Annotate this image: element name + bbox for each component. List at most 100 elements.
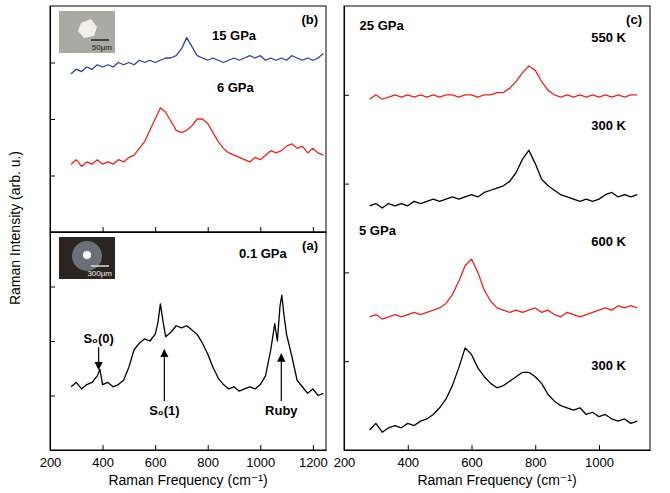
x-axis-line: [51, 450, 327, 451]
series-label: 550 K: [591, 30, 626, 45]
y-tick-mark: [50, 341, 55, 342]
annotation-arrow: [164, 350, 165, 401]
annotation: Ruby: [265, 403, 298, 418]
x-tick-mark: [260, 445, 261, 450]
x-tick-label: 1200: [299, 455, 328, 470]
x-axis: 200 400 600 800 1000 1200: [40, 445, 328, 470]
x-tick: 400: [92, 445, 114, 470]
series-label: 300 K: [591, 358, 626, 373]
x-tick: [103, 227, 104, 232]
x-tick-label: 800: [197, 455, 219, 470]
annotation: S₀(1): [149, 403, 179, 418]
annotation: 5 GPa: [359, 223, 397, 238]
y-tick-mark: [50, 119, 55, 120]
x-tick: [313, 227, 314, 232]
y-tick-mark: [344, 272, 349, 273]
y-tick: [50, 287, 55, 288]
y-tick: [50, 396, 55, 397]
x-tick: [208, 227, 209, 232]
panel: 200 400 600 800 1000 1200 300µm 0.1 GPa S₀(0) S₀(…: [7, 151, 328, 488]
y-tick: [50, 63, 55, 64]
spectrum: [370, 150, 638, 208]
y-tick-mark: [344, 361, 349, 362]
y-tick: [344, 361, 349, 362]
x-tick-label: 1000: [246, 455, 275, 470]
annotation-arrow: [281, 354, 282, 401]
x-axis-line: [345, 450, 651, 451]
x-tick-mark: [313, 227, 314, 232]
inset-photo: [59, 237, 115, 279]
y-axis: [50, 233, 55, 451]
plot-frame: [344, 6, 650, 450]
y-tick: [50, 341, 55, 342]
inset-sample: [78, 19, 97, 38]
x-tick-label: 200: [334, 455, 356, 470]
spectrum: [71, 108, 323, 167]
spectrum: [71, 38, 323, 74]
spectrum: [370, 348, 638, 432]
x-tick: 800: [525, 445, 547, 470]
y-tick: [50, 119, 55, 120]
x-tick: 800: [197, 445, 219, 470]
series-group: [71, 295, 323, 395]
figure: 200 400 600 800 1000 1200 300µm 0.1 GPa S₀(0) S₀(…: [0, 0, 670, 493]
x-tick-mark: [103, 445, 104, 450]
plot-frame: [50, 232, 326, 450]
x-tick-mark: [208, 227, 209, 232]
series-label: 0.1 GPa: [239, 246, 287, 261]
x-axis: 200 400 600 800 1000: [334, 445, 651, 470]
y-tick: [344, 95, 349, 96]
scale-bar: [91, 39, 109, 41]
x-tick: 1000: [585, 445, 614, 470]
x-tick-label: 600: [461, 455, 483, 470]
x-tick: 400: [397, 445, 419, 470]
y-tick: [50, 176, 55, 177]
inset-sample: [83, 251, 91, 259]
y-tick-mark: [50, 176, 55, 177]
series-label: 600 K: [591, 234, 626, 249]
inset: 50µm: [59, 11, 115, 53]
x-tick-mark: [599, 445, 600, 450]
x-tick-mark: [155, 445, 156, 450]
series-label: 300 K: [591, 118, 626, 133]
series-label: 15 GPa: [212, 28, 257, 43]
y-axis-title: Raman Intensity (arb. u.): [7, 151, 23, 305]
x-tick-mark: [103, 227, 104, 232]
spectrum: [370, 259, 638, 319]
x-tick-label: 600: [145, 455, 167, 470]
x-tick: [260, 227, 261, 232]
x-tick-mark: [472, 445, 473, 450]
x-axis: [51, 227, 327, 233]
y-tick-mark: [344, 184, 349, 185]
spectrum: [71, 295, 323, 395]
panel: 2004006008001000300 K600 K300 K550 K25 G…: [334, 6, 651, 488]
inset: 300µm: [59, 237, 115, 279]
panel-letter: (b): [301, 12, 318, 27]
x-tick-label: 400: [92, 455, 114, 470]
panel-letter: (a): [302, 238, 318, 253]
annotation-arrow: [98, 347, 99, 369]
x-tick-label: 800: [525, 455, 547, 470]
x-tick-mark: [155, 227, 156, 232]
series-label: 6 GPa: [217, 80, 255, 95]
x-tick-label: 200: [40, 455, 62, 470]
annotation: S₀(0): [83, 331, 113, 346]
inset-photo: [59, 11, 115, 53]
panel: 50µm 6 GPa 15 GPa (b): [50, 6, 327, 233]
x-tick: 600: [145, 445, 167, 470]
plot-frame: [50, 6, 326, 232]
y-tick: [344, 272, 349, 273]
scale-bar: [91, 265, 109, 267]
x-tick-mark: [408, 445, 409, 450]
x-tick: 600: [461, 445, 483, 470]
x-tick-mark: [260, 227, 261, 232]
y-tick-mark: [50, 287, 55, 288]
inset-scale-label: 50µm: [92, 43, 113, 52]
x-axis-title: Raman Frequency (cm⁻¹): [417, 472, 576, 488]
inset-scale-label: 300µm: [87, 269, 112, 278]
x-axis-line: [51, 232, 327, 233]
x-tick-mark: [535, 445, 536, 450]
x-tick-mark: [208, 445, 209, 450]
x-tick-mark: [313, 445, 314, 450]
y-tick-mark: [344, 95, 349, 96]
